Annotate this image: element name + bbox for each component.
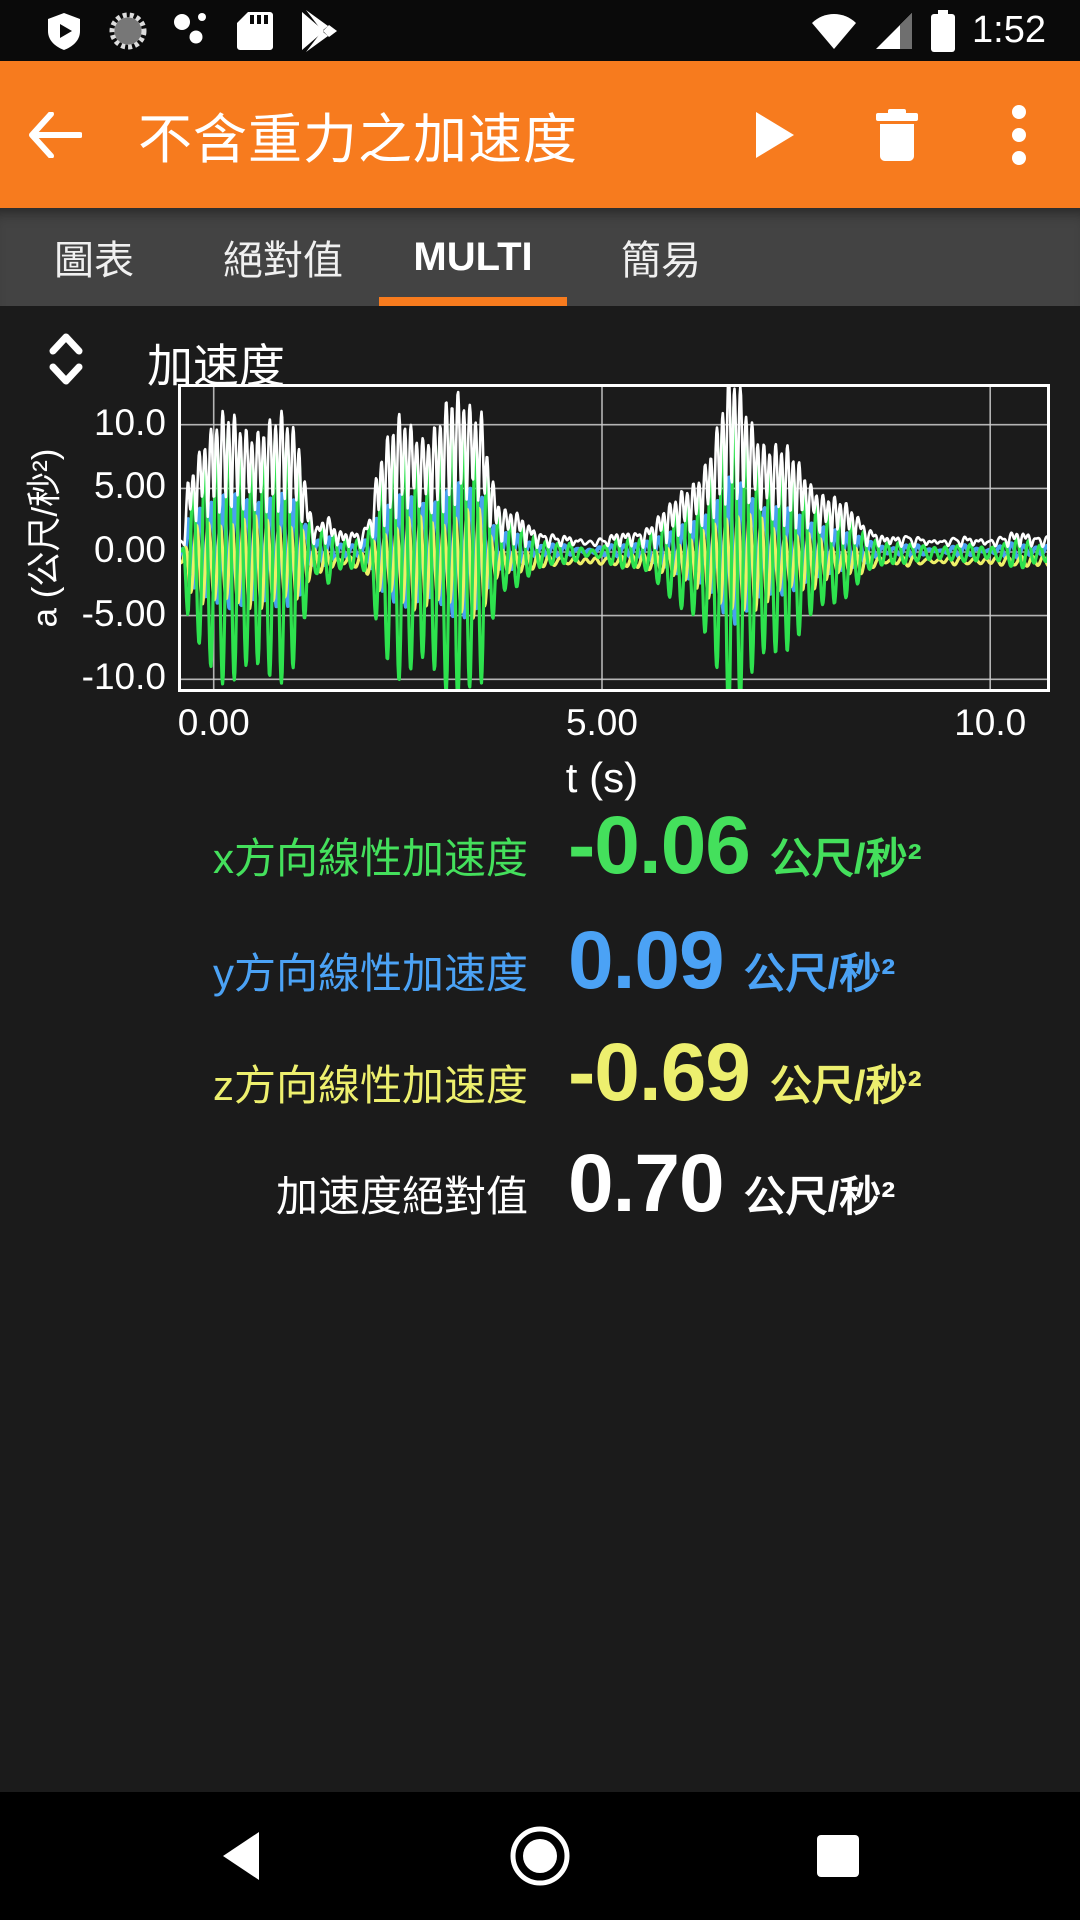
x-tick-label: 10.0 (954, 702, 1027, 743)
y-tick-label: -10.0 (81, 656, 166, 698)
reading-label: y方向線性加速度 (212, 950, 528, 997)
nav-back-icon (223, 1832, 259, 1880)
tab-簡易[interactable]: 簡易 (621, 239, 701, 283)
expand-chart-button[interactable] (48, 332, 84, 391)
android-nav-bar (0, 1792, 1080, 1920)
reading-value: -0.69 (568, 1027, 751, 1118)
y-tick-label: 5.00 (93, 465, 166, 507)
reading-unit: 公尺/秒² (743, 950, 896, 997)
battery-icon (931, 9, 956, 52)
page-title: 不含重力之加速度 (138, 110, 578, 170)
dots-cluster-icon (174, 12, 206, 43)
reading-row: z方向線性加速度 -0.69 公尺/秒² (0, 1026, 1080, 1120)
reading-unit: 公尺/秒² (769, 1062, 922, 1109)
play-store-icon (302, 9, 337, 52)
reading-row: 加速度絕對值 0.70 公尺/秒² (0, 1137, 1080, 1231)
tab-bar: 圖表 絕對值 MULTI 簡易 (0, 208, 1080, 306)
nav-recents-button[interactable] (758, 1792, 918, 1920)
sync-spinner-icon (109, 12, 147, 49)
y-axis-title: a (公尺/秒²) (25, 448, 65, 628)
play-button[interactable] (714, 61, 836, 208)
sd-card-icon (237, 11, 273, 50)
back-button[interactable] (0, 61, 110, 208)
tab-圖表[interactable]: 圖表 (54, 239, 134, 283)
acceleration-chart[interactable] (178, 384, 1050, 692)
overflow-menu-button[interactable] (958, 61, 1080, 208)
reading-value: 0.70 (568, 1138, 725, 1229)
y-tick-label: 0.00 (93, 529, 166, 570)
status-bar-system-icons: 1:52 (810, 9, 1080, 52)
reading-unit: 公尺/秒² (743, 1173, 896, 1220)
nav-recents-icon (817, 1835, 859, 1877)
reading-label: x方向線性加速度 (212, 835, 528, 882)
reading-label: z方向線性加速度 (212, 1062, 528, 1109)
wifi-icon (812, 13, 857, 49)
nav-home-icon (510, 1826, 570, 1886)
selected-tab-underline (379, 297, 567, 306)
status-bar-notification-icons (0, 9, 338, 52)
tab-絕對值[interactable]: 絕對值 (223, 239, 343, 283)
arrow-left-icon (29, 111, 82, 158)
delete-button[interactable] (836, 61, 958, 208)
x-axis-title: t (s) (565, 754, 639, 801)
reading-value: -0.06 (568, 800, 751, 891)
status-bar: 1:52 (0, 0, 1080, 61)
y-tick-label: 10.0 (93, 401, 166, 443)
app-bar-actions (714, 61, 1080, 208)
app-bar: 不含重力之加速度 (0, 61, 1080, 208)
tab-MULTI[interactable]: MULTI (413, 234, 533, 279)
nav-home-button[interactable] (460, 1792, 620, 1920)
x-tick-label: 5.00 (565, 702, 638, 743)
trash-icon (876, 108, 918, 161)
reading-unit: 公尺/秒² (769, 835, 922, 882)
status-bar-clock: 1:52 (972, 9, 1046, 51)
three-dots-vertical-icon (1012, 104, 1026, 165)
reading-row: x方向線性加速度 -0.06 公尺/秒² (0, 799, 1080, 893)
chart-title: 加速度 (147, 340, 285, 392)
nav-back-button[interactable] (161, 1792, 321, 1920)
reading-row: y方向線性加速度 0.09 公尺/秒² (0, 914, 1080, 1008)
x-tick-label: 0.00 (177, 702, 250, 743)
play-protect-shield-icon (48, 12, 80, 50)
y-tick-label: -5.00 (81, 592, 166, 634)
unfold-more-icon (49, 333, 83, 385)
reading-label: 加速度絕對值 (275, 1173, 528, 1220)
play-triangle-icon (756, 111, 794, 158)
cell-signal-icon (876, 12, 913, 49)
reading-value: 0.09 (568, 915, 725, 1006)
